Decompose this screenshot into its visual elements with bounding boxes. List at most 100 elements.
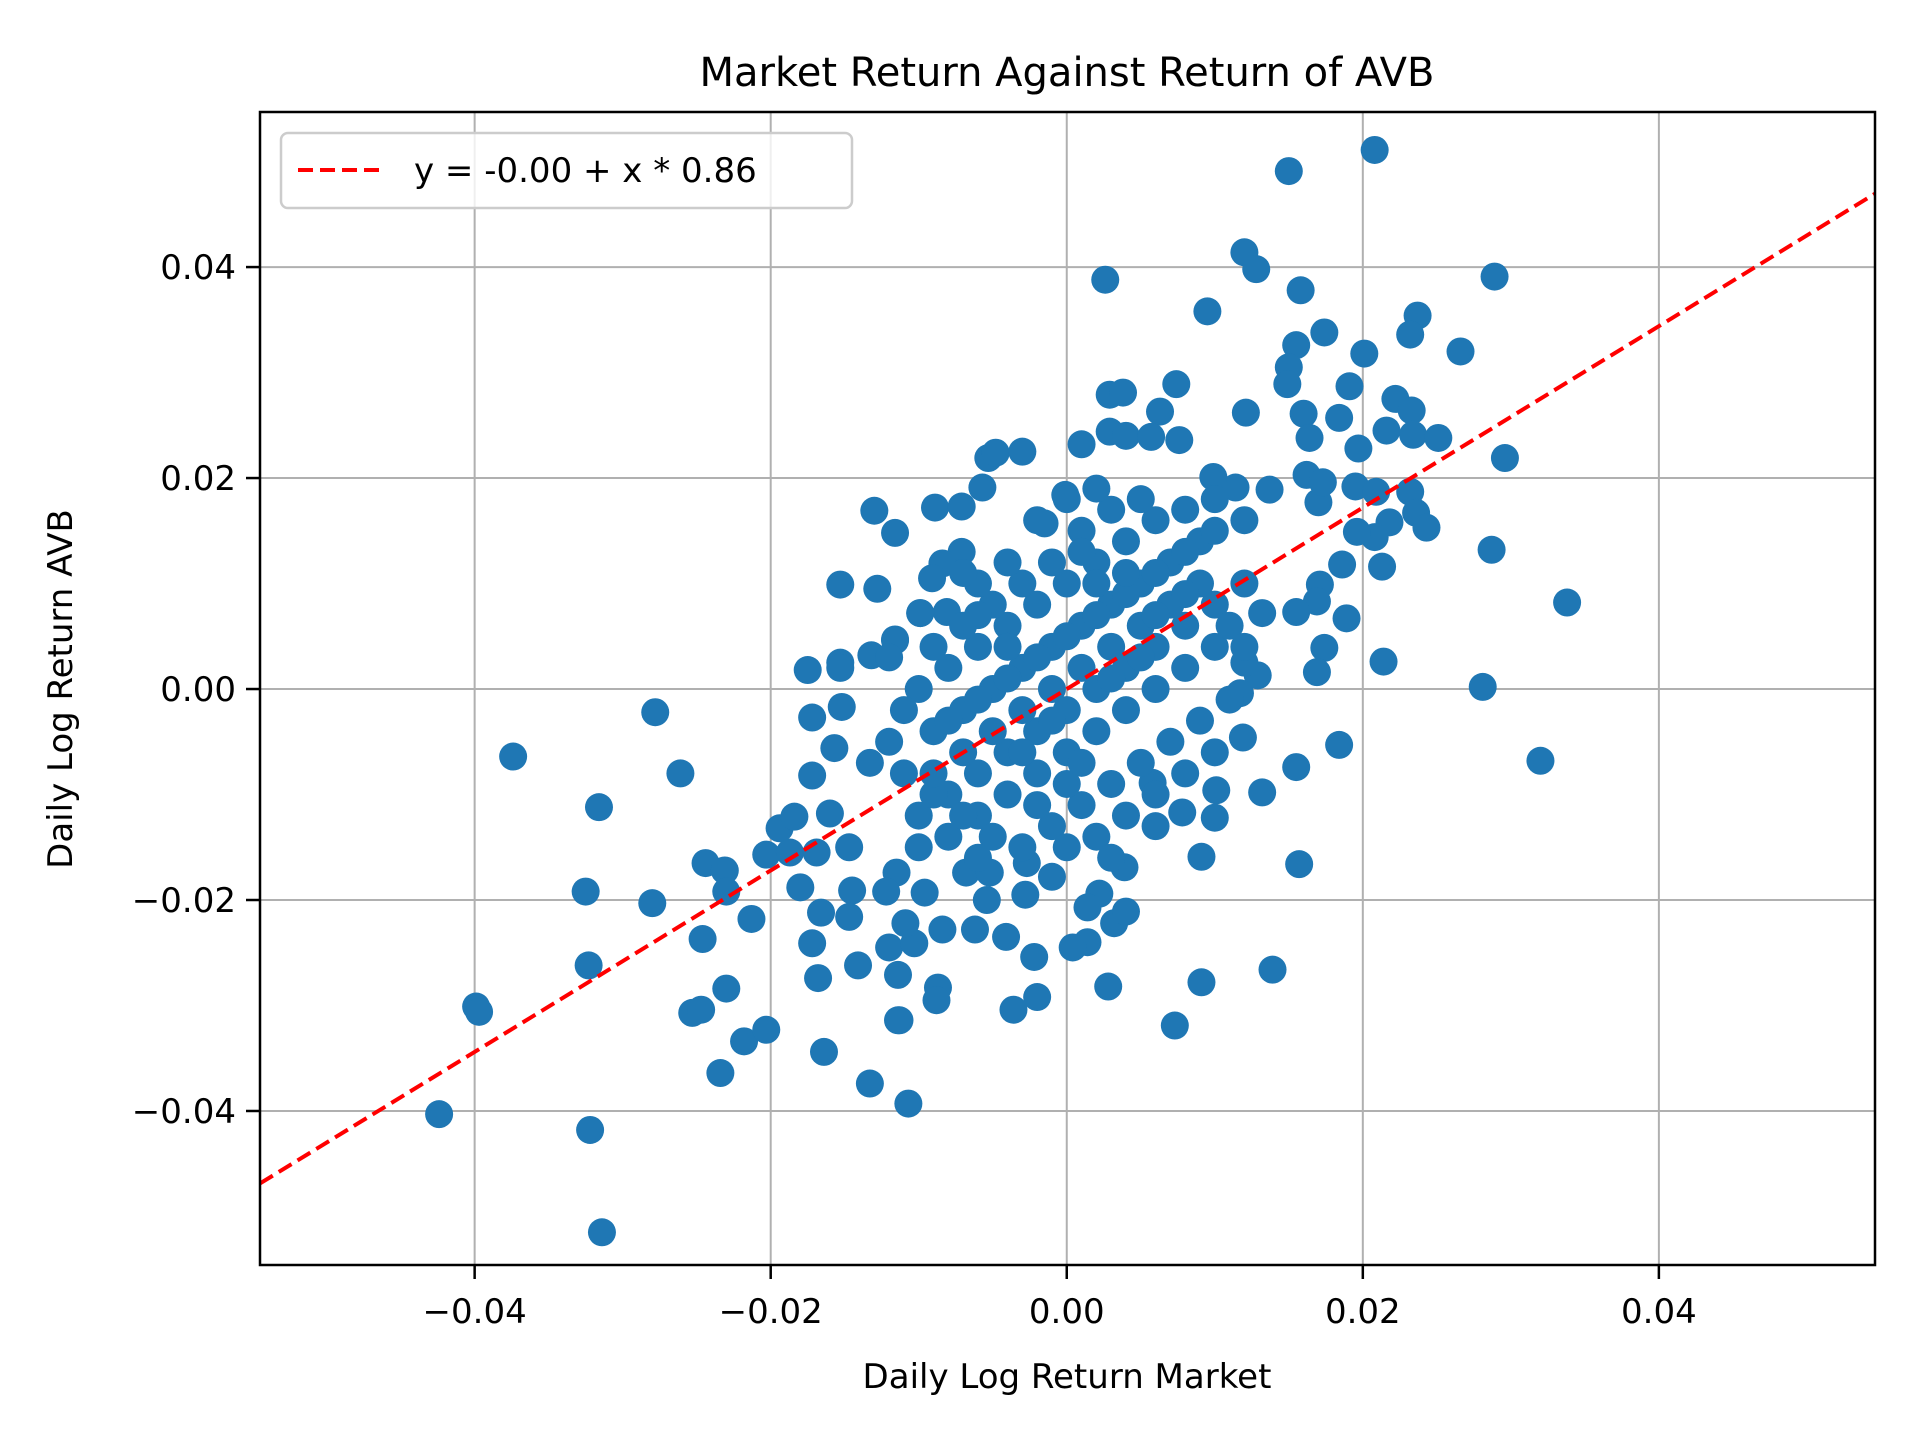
data-point <box>1126 485 1155 514</box>
data-point <box>1109 378 1138 407</box>
x-tick-label: 0.04 <box>1621 1292 1697 1332</box>
data-point <box>1126 748 1155 777</box>
x-tick-label: −0.04 <box>423 1292 527 1332</box>
data-point <box>1037 862 1066 891</box>
data-point <box>894 1089 923 1118</box>
data-point <box>1160 1011 1189 1040</box>
data-point <box>1480 262 1509 291</box>
data-point <box>1230 506 1259 535</box>
data-point <box>844 951 873 980</box>
data-point <box>641 698 670 727</box>
data-point <box>963 843 992 872</box>
data-point <box>1082 717 1111 746</box>
data-point <box>1289 399 1318 428</box>
data-point <box>949 558 978 587</box>
regression-line <box>258 191 1877 1186</box>
data-point <box>1156 727 1185 756</box>
data-point <box>1335 372 1364 401</box>
data-point <box>1146 397 1175 426</box>
data-point <box>807 898 836 927</box>
data-point <box>1325 730 1354 759</box>
data-point <box>815 799 844 828</box>
data-point <box>775 838 804 867</box>
chart-title: Market Return Against Return of AVB <box>700 50 1435 96</box>
data-point <box>737 904 766 933</box>
data-point <box>1082 601 1111 630</box>
data-point <box>1097 495 1126 524</box>
data-point <box>1141 812 1170 841</box>
data-point <box>1477 535 1506 564</box>
data-point <box>1097 843 1126 872</box>
data-point <box>875 727 904 756</box>
data-point <box>752 840 781 869</box>
data-point <box>1282 753 1311 782</box>
data-point <box>1221 473 1250 502</box>
data-point <box>499 742 528 771</box>
data-point <box>1111 897 1140 926</box>
data-point <box>835 902 864 931</box>
scatter-points <box>425 135 1582 1247</box>
data-point <box>1137 422 1166 451</box>
data-point <box>949 801 978 830</box>
data-point <box>1097 632 1126 661</box>
data-point <box>712 974 741 1003</box>
data-point <box>1011 880 1040 909</box>
data-point <box>1067 430 1096 459</box>
data-point <box>1399 420 1428 449</box>
data-point <box>1171 611 1200 640</box>
data-point <box>798 929 827 958</box>
data-point <box>712 877 741 906</box>
data-point <box>1230 632 1259 661</box>
data-point <box>1369 647 1398 676</box>
data-point <box>1067 748 1096 777</box>
data-point <box>1111 580 1140 609</box>
y-axis-ticks: −0.04 −0.02 0.00 0.02 0.04 <box>132 248 260 1132</box>
data-point <box>1332 604 1361 633</box>
data-point <box>804 964 833 993</box>
y-tick-label: −0.02 <box>132 881 236 921</box>
data-point <box>1215 611 1244 640</box>
data-point <box>1052 622 1081 651</box>
data-point <box>910 878 939 907</box>
data-point <box>881 518 910 547</box>
data-point <box>934 822 963 851</box>
data-point <box>1342 517 1371 546</box>
x-tick-label: 0.00 <box>1029 1292 1105 1332</box>
data-point <box>1248 599 1277 628</box>
data-point <box>1282 598 1311 627</box>
data-point <box>1111 696 1140 725</box>
data-point <box>1242 255 1271 284</box>
data-point <box>999 995 1028 1024</box>
data-point <box>780 802 809 831</box>
data-point <box>1360 135 1389 164</box>
data-point <box>584 793 613 822</box>
data-point <box>1187 842 1216 871</box>
data-point <box>1023 983 1052 1012</box>
data-point <box>1230 569 1259 598</box>
data-point <box>1067 537 1096 566</box>
data-point <box>978 822 1007 851</box>
data-point <box>992 922 1021 951</box>
data-point <box>934 706 963 735</box>
data-point <box>968 473 997 502</box>
data-point <box>1302 587 1331 616</box>
data-point <box>1023 759 1052 788</box>
data-point <box>1067 516 1096 545</box>
data-point <box>947 492 976 521</box>
data-point <box>1396 320 1425 349</box>
data-point <box>1023 506 1052 535</box>
data-point <box>1362 477 1391 506</box>
data-point <box>1052 833 1081 862</box>
data-point <box>1200 590 1229 619</box>
data-point <box>875 933 904 962</box>
data-point <box>835 833 864 862</box>
data-point <box>710 856 739 885</box>
data-point <box>1171 537 1200 566</box>
data-point <box>826 570 855 599</box>
data-point <box>993 611 1022 640</box>
data-point <box>587 1218 616 1247</box>
data-point <box>798 761 827 790</box>
data-point <box>1111 421 1140 450</box>
data-point <box>1468 672 1497 701</box>
x-axis-label: Daily Log Return Market <box>863 1357 1272 1397</box>
